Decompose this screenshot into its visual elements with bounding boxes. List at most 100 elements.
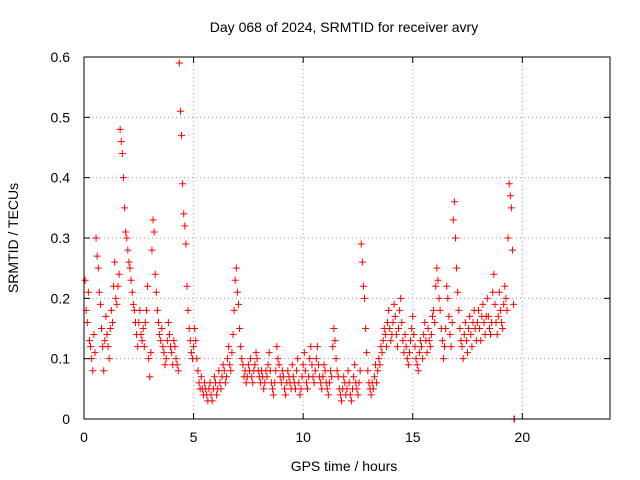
data-point — [117, 137, 125, 145]
data-point — [182, 240, 190, 248]
data-point — [311, 367, 319, 375]
data-point — [461, 318, 469, 326]
data-point — [155, 318, 163, 326]
data-point — [194, 367, 202, 375]
data-point — [208, 397, 216, 405]
data-point — [448, 318, 456, 326]
data-point — [373, 379, 381, 387]
data-point — [346, 391, 354, 399]
data-point — [323, 385, 331, 393]
data-point — [435, 294, 443, 302]
data-point — [364, 367, 372, 375]
data-point — [445, 312, 453, 320]
data-point — [213, 391, 221, 399]
data-point — [411, 343, 419, 351]
data-point — [153, 306, 161, 314]
data-point — [173, 361, 181, 369]
data-point — [436, 306, 444, 314]
data-point — [168, 349, 176, 357]
x-tick-label: 0 — [80, 429, 88, 445]
data-point — [127, 276, 135, 284]
data-point — [300, 349, 308, 357]
data-point — [453, 264, 461, 272]
data-point — [104, 343, 112, 351]
data-point — [145, 355, 153, 363]
axis-ticks: 0 5 10 15 20 0 0.1 0.2 0.3 0.4 0.5 0.6 — [51, 49, 610, 445]
data-point — [363, 349, 371, 357]
data-point — [424, 325, 432, 332]
chart-title: Day 068 of 2024, SRMTID for receiver avr… — [210, 19, 478, 35]
data-point — [439, 355, 447, 363]
data-point — [113, 300, 121, 308]
data-point — [93, 252, 101, 260]
data-point — [332, 355, 340, 363]
y-tick-label: 0.1 — [51, 351, 71, 367]
data-point — [191, 325, 199, 332]
data-point — [428, 312, 436, 320]
data-point — [175, 59, 183, 67]
data-point — [501, 282, 509, 290]
data-point — [112, 294, 120, 302]
data-point — [170, 337, 178, 345]
data-point — [163, 337, 171, 345]
data-point — [102, 312, 110, 320]
data-point — [184, 306, 192, 314]
data-point — [413, 361, 421, 369]
data-point — [494, 312, 502, 320]
data-point — [496, 306, 504, 314]
data-point — [247, 355, 255, 363]
data-point — [458, 343, 466, 351]
data-point — [83, 318, 91, 326]
y-tick-label: 0.4 — [51, 170, 71, 186]
y-tick-label: 0 — [62, 411, 70, 427]
y-tick-label: 0.5 — [51, 109, 71, 125]
data-point — [449, 216, 457, 224]
data-point — [135, 318, 143, 326]
data-point — [263, 373, 271, 381]
data-point — [415, 349, 423, 357]
data-point — [510, 300, 518, 308]
data-point — [389, 318, 397, 326]
data-point — [272, 367, 280, 375]
x-tick-label: 5 — [190, 429, 198, 445]
data-point — [412, 355, 420, 363]
data-point — [354, 391, 362, 399]
data-point — [260, 385, 268, 393]
data-point — [111, 258, 119, 266]
data-point — [261, 379, 269, 387]
data-point — [387, 337, 395, 345]
data-point — [224, 355, 232, 363]
data-point — [187, 349, 195, 357]
data-point — [242, 379, 250, 387]
data-point — [399, 337, 407, 345]
data-point — [107, 306, 115, 314]
data-point — [310, 379, 318, 387]
data-point — [298, 373, 306, 381]
data-point — [253, 355, 261, 363]
data-point — [116, 125, 124, 133]
data-point — [98, 325, 106, 332]
data-point — [100, 367, 108, 375]
data-point — [249, 379, 257, 387]
data-point — [274, 355, 282, 363]
data-point — [210, 373, 218, 381]
data-point — [121, 204, 129, 212]
data-point — [351, 361, 359, 369]
data-point — [450, 198, 458, 206]
data-point — [108, 318, 116, 326]
data-point — [193, 355, 201, 363]
data-point — [425, 337, 433, 345]
data-point — [374, 367, 382, 375]
data-point — [222, 373, 230, 381]
data-point — [409, 312, 417, 320]
data-point — [479, 300, 487, 308]
data-point — [344, 367, 352, 375]
data-point — [231, 276, 239, 284]
data-point — [328, 373, 336, 381]
data-point — [324, 391, 332, 399]
data-point — [273, 343, 281, 351]
data-point — [427, 331, 435, 339]
data-point — [312, 355, 320, 363]
data-point — [333, 367, 341, 375]
data-point — [350, 373, 358, 381]
